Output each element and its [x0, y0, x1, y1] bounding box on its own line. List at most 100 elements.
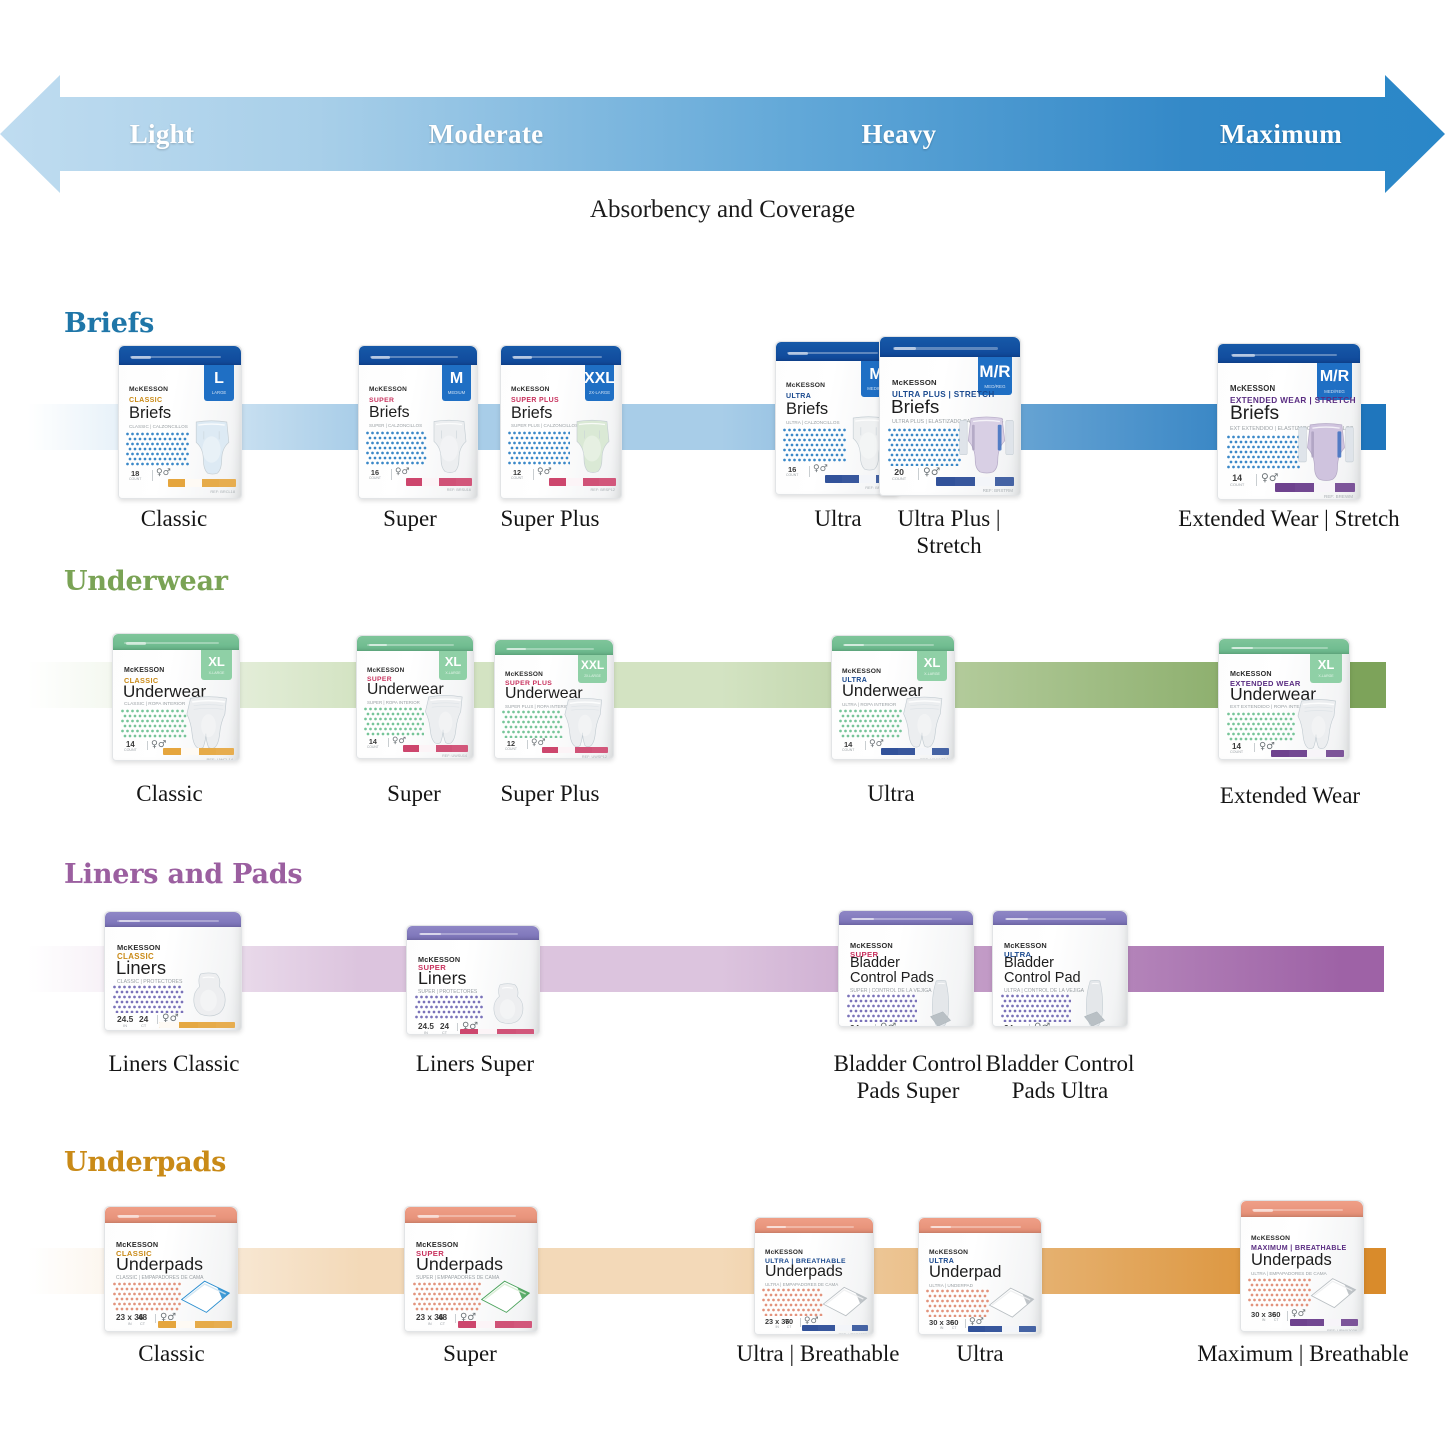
product-name: Liners [116, 957, 167, 978]
product-tier-label: EXTENDED WEAR | STRETCH [1230, 396, 1356, 405]
package-header-band [359, 346, 477, 365]
count-indicator: 14 COUNT [842, 740, 855, 752]
size-badge: XL X-LARGE [439, 651, 467, 680]
product-caption: Classic [138, 1341, 205, 1366]
product-package[interactable]: McKESSON CLASSIC Underpads CLASSIC | EMPAPA… [104, 1206, 238, 1332]
absorbency-segment [881, 748, 898, 755]
product-name: Underwear [842, 682, 923, 700]
unisex-icon: ♀♂ [151, 739, 167, 750]
product-caption: Ultra [867, 781, 915, 806]
count-divider [391, 469, 392, 480]
count-divider [865, 741, 866, 750]
brand-logo: McKESSON [765, 1249, 803, 1256]
product-package[interactable]: XL X-LARGE McKESSON ULTRA Underwear ULTRA | R… [831, 635, 955, 760]
product-package[interactable]: XL X-LARGE McKESSON EXTENDED WEAR Underwear E… [1218, 638, 1350, 760]
count-indicator-secondary: 24 CT [440, 1022, 450, 1035]
brand-logo: McKESSON [369, 386, 407, 393]
product-subtitle: SUPER PLUS | ROPA INTERIOR [505, 704, 572, 709]
brand-logo: McKESSON [116, 1240, 159, 1249]
arrow-label-maximum: Maximum [1219, 118, 1343, 149]
sku-code: REF: UWSP12 [581, 755, 607, 759]
size-badge: XL X-LARGE [1310, 654, 1342, 683]
product-package[interactable]: M/R MED/REG McKESSON EXTENDED WEAR | STRETC… [1217, 343, 1361, 500]
count-indicator: 30 x 36 IN [929, 1318, 955, 1330]
count-indicator: 14 COUNT [367, 737, 379, 749]
package-header-band [407, 926, 539, 940]
absorbency-segment [897, 748, 915, 755]
product-illustration [899, 693, 950, 750]
absorbency-segment [458, 1321, 477, 1328]
absorbency-segment-active [180, 748, 199, 755]
product-caption: Bladder Control Pads Super [833, 1051, 983, 1104]
brand-logo: McKESSON [124, 667, 165, 674]
product-tier-label: ULTRA [786, 393, 812, 400]
absorbency-segment [460, 1029, 479, 1034]
absorbency-segment [968, 1326, 985, 1332]
count-indicator: 14 COUNT [1230, 742, 1244, 755]
absorbency-level-bar [406, 478, 472, 486]
product-package[interactable]: McKESSON ULTRA Bladder Control Pad ULTRA | C… [992, 910, 1128, 1027]
product-package[interactable]: XL X-LARGE McKESSON SUPER Underwear SUPER | R… [356, 635, 474, 759]
product-package[interactable]: McKESSON MAXIMUM | BREATHABLE Underpads ULT… [1240, 1200, 1364, 1332]
sku-code: REF: BRULT16 [865, 485, 892, 490]
product-subtitle: ULTRA | EMPAPADORES DE CAMA [1251, 1271, 1327, 1276]
package-dot-pattern [502, 710, 563, 738]
absorbency-segment [163, 748, 181, 755]
product-tier-label: SUPER [367, 676, 392, 683]
product-caption: Super Plus [500, 781, 600, 806]
product-package[interactable]: XL X-LARGE McKESSON CLASSIC Underwear CLASSIC… [112, 633, 240, 761]
count-indicator: 16 COUNT [786, 465, 799, 477]
product-tier-label: CLASSIC [129, 397, 163, 404]
product-tier-label: ULTRA PLUS | STRETCH [892, 390, 995, 399]
unisex-icon: ♀♂ [462, 1021, 479, 1032]
product-name: Liners [418, 968, 467, 988]
absorbency-segment [455, 478, 472, 486]
arrow-shape [0, 75, 1445, 193]
absorbency-segment [542, 747, 559, 753]
absorbency-segment [1341, 1319, 1358, 1326]
absorbency-segment [1289, 750, 1308, 757]
product-package[interactable]: McKESSON SUPER Liners SUPER | PROTECTORES 24… [406, 925, 540, 1035]
product-package[interactable]: M MEDIUM McKESSON SUPER Briefs SUPER | CALZON… [358, 345, 478, 499]
absorbency-segment-active [476, 1321, 496, 1328]
product-package[interactable]: McKESSON ULTRA Underpad ULTRA | UNDERPAD 30 … [918, 1217, 1042, 1335]
sku-code: REF: BREWM [1324, 494, 1353, 499]
package-dot-pattern [762, 1288, 823, 1316]
product-package[interactable]: XXL 2X-LARGE McKESSON SUPER PLUS Briefs SUPER… [500, 345, 622, 499]
absorbency-segment [575, 747, 592, 753]
brand-logo: McKESSON [511, 386, 550, 393]
product-package[interactable]: L LARGE McKESSON CLASSIC Briefs CLASSIC | CAL… [118, 345, 242, 499]
absorbency-level-bar [881, 748, 949, 755]
absorbency-segment [825, 475, 842, 483]
product-package[interactable]: McKESSON SUPER Underpads SUPER | EMPAPADORE… [404, 1206, 538, 1332]
brand-logo: McKESSON [367, 667, 405, 674]
product-package[interactable]: McKESSON CLASSIC Liners CLASSIC | PROTECTOR… [104, 911, 242, 1031]
product-illustration [478, 1266, 533, 1323]
arrow-label-light: Light [129, 118, 195, 149]
absorbency-level-bar [802, 1325, 868, 1331]
absorbency-segment [197, 1022, 217, 1028]
brand-logo: McKESSON [929, 1249, 969, 1256]
size-badge: M/R MED/REG [1317, 363, 1352, 400]
product-illustration [186, 412, 237, 482]
product-package[interactable]: McKESSON ULTRA | BREATHABLE Underpads ULTRA… [754, 1217, 874, 1335]
product-package[interactable]: McKESSON SUPER Bladder Control Pads SUPER | … [838, 910, 974, 1027]
absorbency-segment [213, 1321, 232, 1328]
package-header-band [755, 1218, 873, 1233]
product-package[interactable]: M MEDIUM McKESSON ULTRA Briefs ULTRA | CALZON… [775, 341, 899, 495]
product-illustration [567, 411, 617, 481]
package-dot-pattern [783, 428, 846, 464]
unisex-icon: ♀♂ [1291, 1309, 1306, 1319]
product-package[interactable]: M/R MED/REG McKESSON ULTRA PLUS | STRETCH Br… [879, 336, 1021, 496]
unisex-icon: ♀♂ [804, 1316, 819, 1326]
absorbency-segment-active [419, 745, 436, 752]
package-header-band [405, 1207, 537, 1223]
package-header-band [776, 342, 898, 361]
product-package[interactable]: XXL 2X-LARGE McKESSON SUPER PLUS Underwear SU… [494, 639, 614, 759]
package-dot-pattern [847, 994, 917, 1022]
unisex-icon: ♀♂ [1261, 471, 1279, 484]
product-caption: Ultra Plus | Stretch [897, 506, 1001, 559]
package-header-band [113, 634, 239, 650]
unisex-icon: ♀♂ [969, 1317, 984, 1327]
product-tier-label: SUPER [850, 950, 879, 959]
